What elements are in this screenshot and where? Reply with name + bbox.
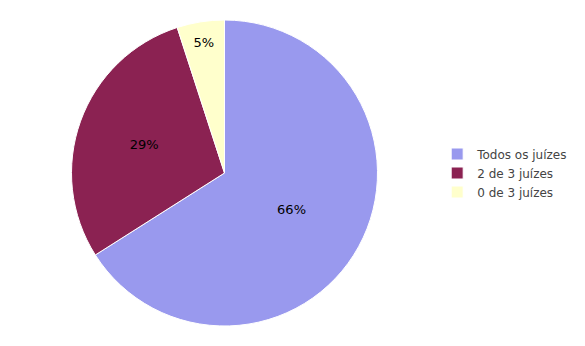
svg-text:Todos os juízes: Todos os juízes [476,148,566,162]
svg-text:2 de 3 juízes: 2 de 3 juízes [477,167,553,181]
svg-text:0 de 3 juízes: 0 de 3 juízes [477,186,553,200]
svg-text:5%: 5% [193,35,214,50]
svg-text:66%: 66% [277,202,306,217]
svg-text:29%: 29% [130,137,159,152]
